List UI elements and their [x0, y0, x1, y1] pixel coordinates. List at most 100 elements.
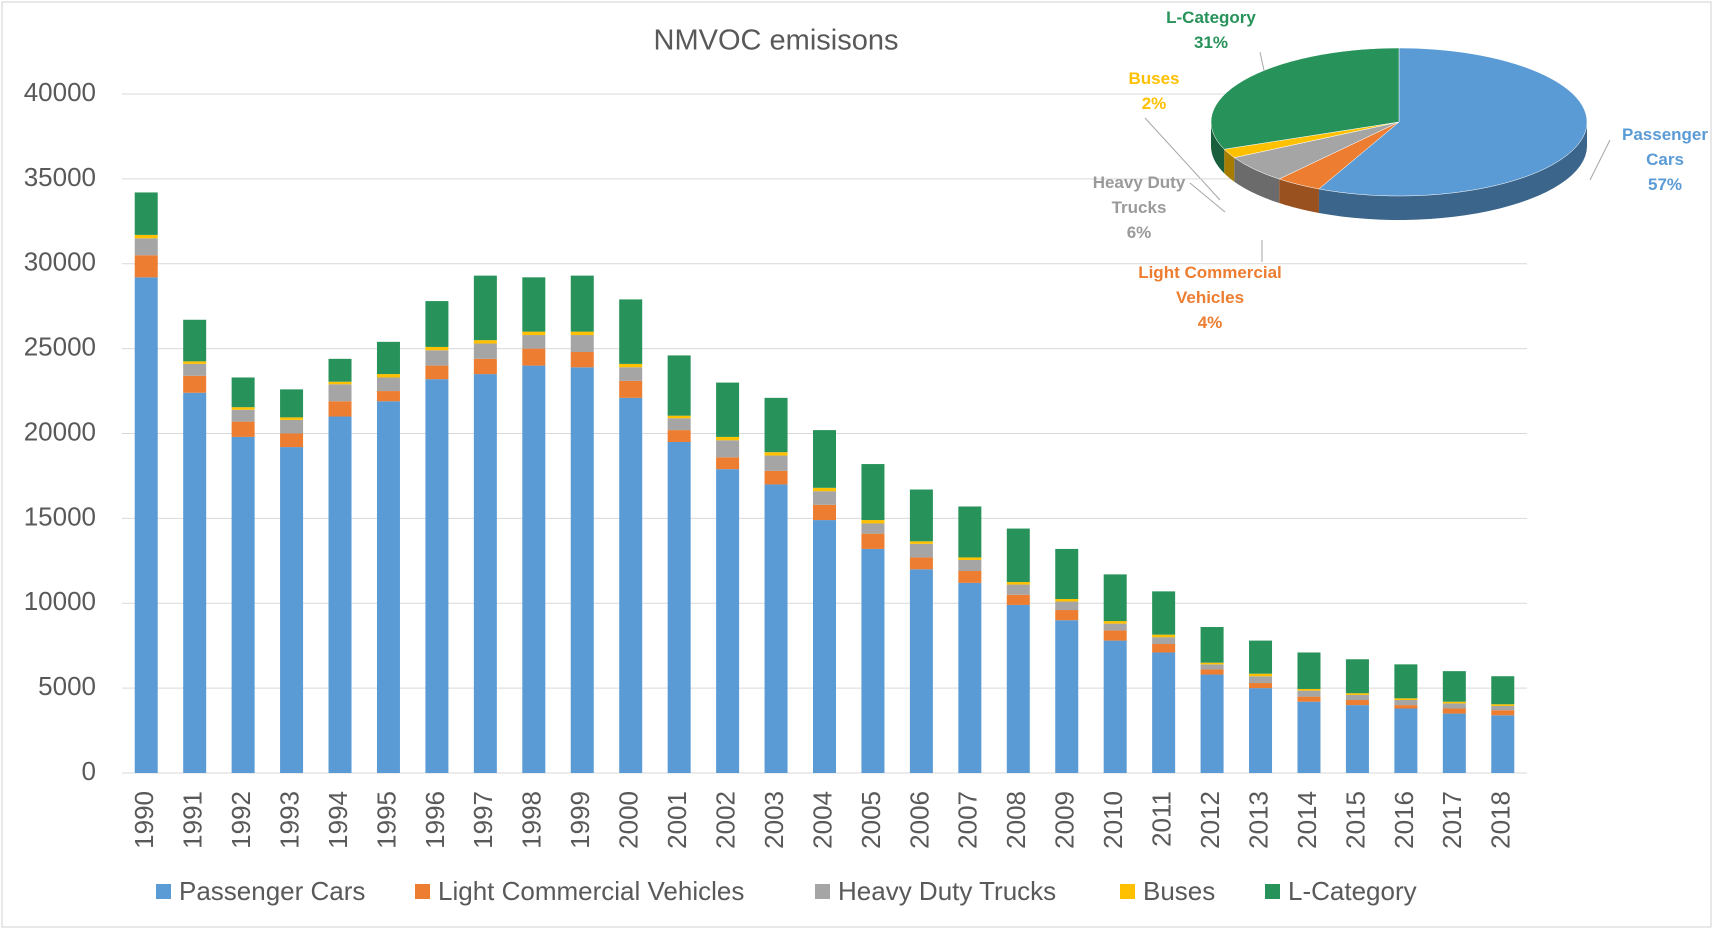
pie-slice [1210, 47, 1400, 150]
bar-segment [231, 421, 255, 437]
x-tick-label: 2001 [662, 791, 692, 849]
bar-segment [183, 361, 207, 364]
bar-segment [376, 341, 400, 375]
bar-segment [764, 470, 788, 485]
bar-segment [1345, 659, 1369, 694]
pie-slice-side [1211, 122, 1225, 174]
bar-segment [1345, 693, 1369, 695]
leader-line [1589, 139, 1611, 181]
y-tick-label: 20000 [24, 416, 96, 446]
pie-label: L-Category [1166, 8, 1256, 27]
y-tick-label: 40000 [24, 77, 96, 107]
x-tick-label: 2014 [1292, 791, 1322, 849]
bar-segment [667, 430, 691, 442]
bar-segment [958, 506, 982, 558]
bar-segment [1442, 703, 1466, 709]
bar-segment [1006, 594, 1030, 605]
bar-segment [1249, 676, 1273, 684]
x-tick-label: 2002 [710, 791, 740, 849]
leader-line [1189, 182, 1226, 213]
bar-segment [861, 548, 885, 773]
bar-segment [861, 533, 885, 549]
bar-segment [958, 559, 982, 571]
bar-segment [909, 541, 933, 544]
bar-segment [1103, 621, 1127, 624]
legend-swatch [1120, 884, 1135, 899]
x-tick-label: 2017 [1437, 791, 1467, 849]
bar-segment [183, 375, 207, 393]
bar-segment [667, 418, 691, 431]
bar-segment [1152, 591, 1176, 635]
bar-segment [1152, 652, 1176, 773]
bar-segment [473, 343, 497, 359]
x-tick-label: 1992 [226, 791, 256, 849]
bar-segment [425, 365, 449, 380]
pie-label: Heavy Duty Trucks [1092, 173, 1186, 217]
bar-segment [1055, 601, 1079, 611]
bar-segment [958, 582, 982, 773]
y-tick-label: 25000 [24, 332, 96, 362]
bar-segment [619, 367, 643, 381]
bar-segment [716, 436, 740, 441]
legend-label: Heavy Duty Trucks [838, 876, 1056, 906]
x-tick-label: 2015 [1340, 791, 1370, 849]
bar-segment [1249, 640, 1273, 674]
bar-segment [328, 416, 352, 773]
bar-segment [716, 457, 740, 470]
x-tick-label: 2018 [1486, 791, 1516, 849]
bar-segment [716, 469, 740, 773]
bar-segment [1491, 705, 1515, 711]
bar-segment [425, 346, 449, 351]
bar-segment [570, 275, 594, 332]
bar-segment [376, 401, 400, 773]
y-tick-label: 30000 [24, 247, 96, 277]
bar-segment [667, 441, 691, 773]
pie-label: Buses [1128, 69, 1180, 88]
bar-segment [1200, 627, 1224, 663]
bar-segment [861, 464, 885, 521]
x-tick-label: 2007 [953, 791, 983, 849]
bar-segment [1442, 701, 1466, 704]
bar-segment [1297, 696, 1321, 702]
pie-value-label: 4% [1197, 313, 1223, 332]
bar-segment [1249, 688, 1273, 773]
x-tick-label: 1997 [468, 791, 498, 849]
bar-segment [1491, 676, 1515, 705]
bar-segment [619, 397, 643, 773]
x-tick-label: 1991 [178, 791, 208, 849]
leader-line [1144, 117, 1221, 201]
bar-segment [280, 417, 304, 420]
bar-segment [1249, 673, 1273, 677]
bar-segment [958, 557, 982, 560]
bar-segment [570, 352, 594, 368]
x-tick-label: 1990 [129, 791, 159, 849]
bar-segment [425, 350, 449, 366]
pie-slice [1318, 47, 1588, 197]
bar-segment [813, 430, 836, 488]
bar-segment [183, 319, 207, 362]
x-tick-label: 2012 [1195, 791, 1225, 849]
bar-segment [134, 255, 158, 278]
bar-segment [1345, 700, 1369, 706]
bar-segment [1103, 630, 1127, 641]
x-tick-label: 2011 [1147, 791, 1177, 847]
bar-segment [328, 384, 352, 402]
x-tick-label: 2010 [1098, 791, 1128, 849]
x-tick-label: 2009 [1050, 791, 1080, 849]
legend-label: Passenger Cars [179, 876, 365, 906]
x-tick-label: 2008 [1001, 791, 1031, 849]
bar-segment [1394, 698, 1418, 701]
bar-segment [280, 389, 304, 418]
y-tick-label: 5000 [38, 671, 96, 701]
bar-segment [570, 331, 594, 336]
bar-segment [1297, 652, 1321, 689]
legend-label: Buses [1143, 876, 1215, 906]
bar-segment [1491, 710, 1515, 716]
bar-segment [522, 365, 546, 773]
bar-segment [861, 523, 885, 534]
bar-segment [764, 452, 788, 456]
bar-segment [716, 440, 740, 458]
bar-segment [909, 569, 933, 773]
bar-segment [667, 415, 691, 419]
